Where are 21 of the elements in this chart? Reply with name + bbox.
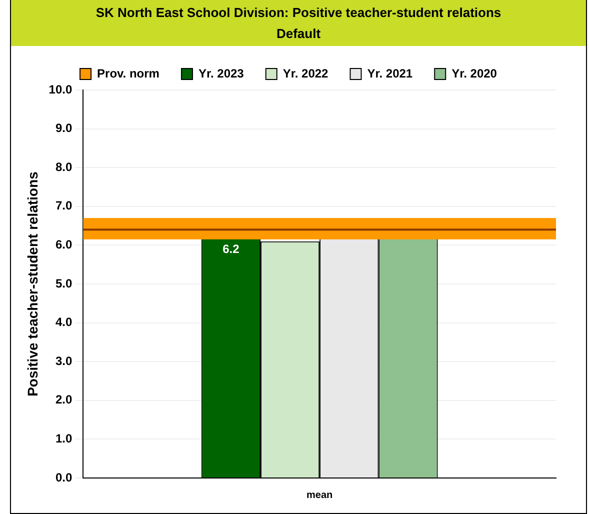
legend-label: Yr. 2022 bbox=[282, 66, 329, 80]
y-tick-label: 1.0 bbox=[55, 432, 72, 446]
y-tick-label: 8.0 bbox=[55, 160, 72, 174]
x-tick-label: mean bbox=[306, 490, 333, 501]
legend-label: Prov. norm bbox=[97, 66, 160, 80]
legend-label: Yr. 2021 bbox=[367, 66, 413, 80]
y-tick-label: 9.0 bbox=[55, 121, 72, 136]
y-tick-label: 4.0 bbox=[55, 315, 72, 330]
y-axis-title: Positive teacher-student relations bbox=[24, 171, 40, 396]
y-tick-label: 10.0 bbox=[48, 82, 72, 96]
y-tick-label: 2.0 bbox=[55, 392, 72, 407]
legend-label: Yr. 2023 bbox=[198, 66, 244, 80]
y-tick-label: 6.0 bbox=[55, 238, 72, 252]
data-label: 6.2 bbox=[222, 242, 240, 256]
y-tick-label: 0.0 bbox=[55, 470, 72, 484]
chart-title: SK North East School Division: Positive teacher-student relations bbox=[94, 4, 502, 22]
y-tick-label: 7.0 bbox=[55, 198, 72, 213]
legend-label: Yr. 2020 bbox=[452, 66, 498, 80]
chart-subtitle: Default bbox=[275, 25, 322, 43]
y-tick-label: 3.0 bbox=[55, 354, 72, 368]
y-tick-label: 5.0 bbox=[55, 276, 72, 290]
